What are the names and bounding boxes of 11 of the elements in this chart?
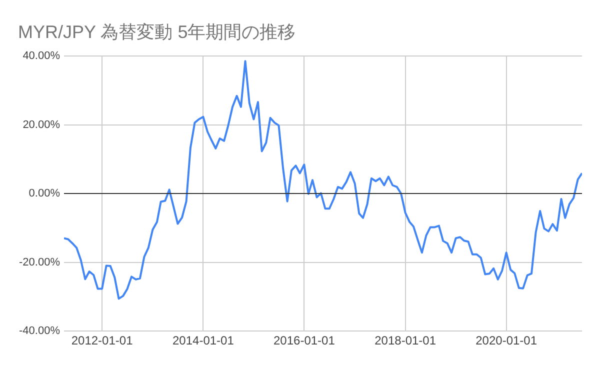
x-tick-label: 2020-01-01 — [476, 334, 538, 348]
y-tick-label: -20.00% — [19, 256, 60, 268]
chart-title: MYR/JPY 為替変動 5年期間の推移 — [18, 21, 296, 44]
x-tick-label: 2014-01-01 — [172, 334, 234, 348]
y-tick-label: 40.00% — [22, 50, 60, 62]
x-tick-label: 2016-01-01 — [273, 334, 336, 348]
y-tick-label: 20.00% — [22, 118, 60, 131]
x-tick-label: 2018-01-01 — [374, 334, 436, 348]
x-tick-label: 2012-01-01 — [71, 334, 134, 348]
y-tick-label: 0.00% — [28, 188, 60, 200]
y-tick-label: -40.00% — [19, 325, 60, 338]
